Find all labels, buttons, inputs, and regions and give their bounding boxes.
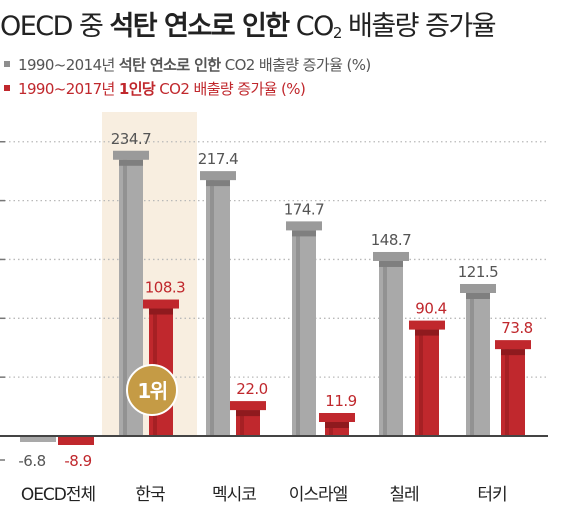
value-label-gray: 148.7 <box>371 231 411 249</box>
title-post2: 배출량 증가율 <box>340 11 497 42</box>
bar-gray-ed959ceab5ad-collar <box>119 159 143 166</box>
bar-gray-eba995ec8b9cecbd94-cap <box>200 171 236 181</box>
bar-red-ecb9a0eba088-cap <box>409 320 445 330</box>
bar-red-ecb9a0eba088 <box>415 329 439 436</box>
bar-red-ed84b0ed82a4-collar <box>501 349 525 356</box>
legend-red-pre: 1990~2017년 <box>18 80 119 98</box>
bar-gray-eba995ec8b9cecbd94-shine <box>210 180 214 436</box>
rank-badge: 1위 <box>126 364 178 416</box>
bar-red-ec9db4ec8aa4eb9dbcec9798-cap <box>319 412 355 422</box>
bar-gray-ec9db4ec8aa4eb9dbcec9798-collar <box>292 230 316 237</box>
legend-gray-bold: 석탄 연소로 인한 <box>118 56 221 74</box>
value-label-gray: -6.8 <box>18 452 45 470</box>
bar-gray-ed84b0ed82a4-shine <box>470 292 474 436</box>
x-tick-label: 한국 <box>135 485 165 505</box>
bar-gray-ed959ceab5ad-cap <box>113 150 149 160</box>
bar-red-ed959ceab5ad-cap <box>143 299 179 309</box>
bar-gray-ed84b0ed82a4 <box>466 292 490 436</box>
legend-red-bold: 1인당 <box>118 80 156 98</box>
value-label-red: -8.9 <box>64 452 91 470</box>
value-label-red: 108.3 <box>145 279 185 297</box>
bar-red-ec9db4ec8aa4eb9dbcec9798-shine <box>329 421 333 436</box>
chart-title: OECD 중 석탄 연소로 인한 CO2 배출량 증가율 <box>0 4 497 43</box>
bar-red-ecb9a0eba088-shine <box>419 329 423 436</box>
title-pre: OECD 중 <box>0 11 110 42</box>
value-label-red: 22.0 <box>236 380 267 398</box>
title-bold: 석탄 연소로 인한 <box>109 11 290 42</box>
bar-gray-ed959ceab5ad-shine <box>123 159 127 436</box>
value-label-red: 11.9 <box>325 392 356 410</box>
legend-gray-pre: 1990~2014년 <box>18 56 119 74</box>
bar-gray-eba995ec8b9cecbd94-collar <box>206 180 230 187</box>
bar-red-eba995ec8b9cecbd94-cap <box>230 401 266 411</box>
x-tick-label: OECD전체 <box>21 485 95 505</box>
bar-red-ed84b0ed82a4-cap <box>495 340 531 350</box>
bar-red-ed84b0ed82a4 <box>501 349 525 436</box>
bar-gray-ecb9a0eba088-cap <box>373 251 409 261</box>
bar-red-ecb9a0eba088-collar <box>415 329 439 336</box>
bar-red-ec9db4ec8aa4eb9dbcec9798-collar <box>325 421 349 428</box>
x-tick-label: 터키 <box>477 485 506 505</box>
bar-red-eba995ec8b9cecbd94-collar <box>236 410 260 417</box>
legend-red-post: CO2 배출량 증가율 (%) <box>155 80 306 98</box>
bar-gray-oecdeca084ecb2b4 <box>20 436 56 442</box>
legend-red-swatch <box>4 85 10 91</box>
bar-gray-ecb9a0eba088 <box>379 260 403 436</box>
bar-red-ed959ceab5ad-collar <box>149 308 173 315</box>
rank-badge-label: 1위 <box>137 379 166 403</box>
bar-gray-ed84b0ed82a4-cap <box>460 283 496 293</box>
bar-red-ed84b0ed82a4-shine <box>505 349 509 436</box>
bar-gray-eba995ec8b9cecbd94 <box>206 180 230 436</box>
legend-gray-swatch <box>4 61 10 67</box>
x-tick-label: 멕시코 <box>212 485 256 505</box>
value-label-gray: 174.7 <box>284 200 324 218</box>
bar-gray-ecb9a0eba088-shine <box>383 260 387 436</box>
legend-item-red: 1990~2017년 1인당 CO2 배출량 증가율 (%) <box>4 78 306 99</box>
bar-gray-ec9db4ec8aa4eb9dbcec9798-shine <box>296 230 300 436</box>
bar-gray-ecb9a0eba088-collar <box>379 260 403 267</box>
bar-gray-ec9db4ec8aa4eb9dbcec9798-cap <box>286 221 322 231</box>
bar-gray-ed84b0ed82a4-collar <box>466 292 490 299</box>
value-label-gray: 217.4 <box>198 150 238 168</box>
value-label-red: 90.4 <box>415 300 446 318</box>
rank-badge-circle <box>126 364 178 416</box>
x-tick-label: 칠레 <box>389 485 418 505</box>
legend-gray-post: CO2 배출량 증가율 (%) <box>220 56 372 74</box>
title-post1: CO <box>288 11 335 42</box>
value-label-gray: 234.7 <box>111 130 151 148</box>
x-tick-label: 이스라엘 <box>289 485 348 505</box>
title-subscript: 2 <box>332 24 343 42</box>
value-label-gray: 121.5 <box>458 263 498 281</box>
bar-gray-ec9db4ec8aa4eb9dbcec9798 <box>292 230 316 436</box>
value-label-red: 73.8 <box>501 319 532 337</box>
bar-red-eba995ec8b9cecbd94-shine <box>240 410 244 436</box>
legend-item-gray: 1990~2014년 석탄 연소로 인한 CO2 배출량 증가율 (%) <box>4 54 371 75</box>
bar-red-oecdeca084ecb2b4 <box>58 436 94 445</box>
